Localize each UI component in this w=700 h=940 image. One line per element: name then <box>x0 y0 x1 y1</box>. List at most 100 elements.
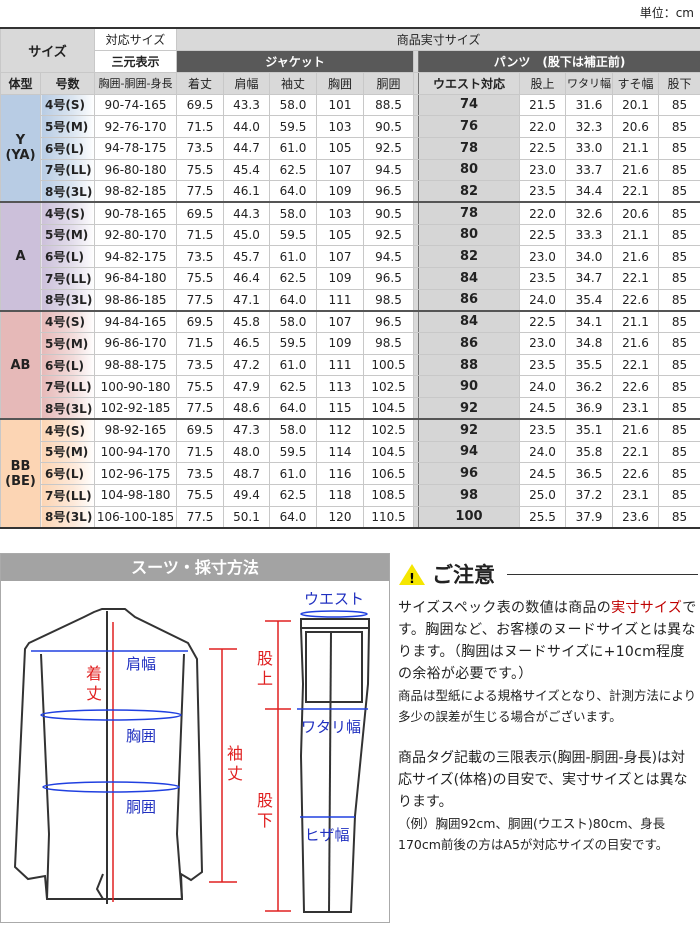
jacket-waist-cell: 104.5 <box>363 397 414 420</box>
sangen-size-cell: 98-88-175 <box>94 353 177 377</box>
column-header: 着丈 <box>176 71 224 95</box>
inseam-cell: 85 <box>657 245 700 268</box>
jacket-chest-cell: 109 <box>316 267 364 290</box>
hem-width-cell: 22.1 <box>612 440 659 464</box>
diagram-title: スーツ・採寸方法 <box>1 554 389 581</box>
pants-waist-cell: 78 <box>418 201 520 225</box>
label-kitake-2: 丈 <box>86 684 102 703</box>
size-number-cell: 8号(3L) <box>40 397 95 420</box>
jacket-chest-cell: 115 <box>316 397 364 420</box>
jacket-chest-cell: 114 <box>316 440 364 464</box>
table-row: 5号(M) 100-94-170 71.5 48.0 59.5 114 104.5 94 24.… <box>1 440 700 464</box>
jacket-length-cell: 77.5 <box>176 505 224 529</box>
sleeve-length-cell: 59.5 <box>269 115 317 138</box>
thigh-width-cell: 35.1 <box>565 418 613 442</box>
thigh-width-cell: 34.4 <box>565 180 613 203</box>
body-type: Y <box>15 132 26 148</box>
body-type-cell: AB <box>0 309 41 420</box>
inseam-cell: 85 <box>657 332 700 355</box>
sleeve-length-cell: 59.5 <box>269 440 317 464</box>
table-row: 8号(3L) 102-92-185 77.5 48.6 64.0 115 104.5 92 24… <box>1 397 700 420</box>
hem-width-cell: 21.1 <box>612 309 659 334</box>
rise-cell: 23.5 <box>519 180 566 203</box>
jacket-length-cell: 73.5 <box>176 353 224 377</box>
warning-icon: ! <box>399 564 425 586</box>
header-sangen: 三元表示 <box>94 49 177 73</box>
hem-width-cell: 20.1 <box>612 93 659 117</box>
pants-waist-cell: 76 <box>418 115 520 138</box>
pants-waist-cell: 80 <box>418 223 520 247</box>
hem-width-cell: 21.6 <box>612 158 659 182</box>
jacket-waist-cell: 92.5 <box>363 223 414 247</box>
thigh-width-cell: 37.2 <box>565 483 613 507</box>
size-number-cell: 7号(LL) <box>40 483 95 507</box>
jacket-chest-cell: 107 <box>316 245 364 268</box>
thigh-width-cell: 34.8 <box>565 332 613 355</box>
pants-waist-cell: 86 <box>418 332 520 355</box>
table-row: 7号(LL) 104-98-180 75.5 49.4 62.5 118 108.5 98 25… <box>1 483 700 507</box>
jacket-length-cell: 75.5 <box>176 375 224 399</box>
sangen-size-cell: 104-98-180 <box>94 483 177 507</box>
pants-waist-cell: 82 <box>418 245 520 268</box>
label-matashita-2: 下 <box>257 811 273 830</box>
body-type: BB <box>10 458 31 474</box>
pants-waist-cell: 74 <box>418 93 520 117</box>
shoulder-width-cell: 45.8 <box>223 309 270 334</box>
hem-width-cell: 23.6 <box>612 505 659 529</box>
jacket-length-cell: 71.5 <box>176 332 224 355</box>
table-row: 7号(LL) 96-80-180 75.5 45.4 62.5 107 94.5 80 23.0… <box>1 158 700 182</box>
shoulder-width-cell: 50.1 <box>223 505 270 529</box>
thigh-width-cell: 36.9 <box>565 397 613 420</box>
size-number-cell: 7号(LL) <box>40 158 95 182</box>
jacket-waist-cell: 110.5 <box>363 505 414 529</box>
header-jacket: ジャケット <box>176 49 414 73</box>
jacket-chest-cell: 120 <box>316 505 364 529</box>
jacket-waist-cell: 102.5 <box>363 375 414 399</box>
table-row: 7号(LL) 100-90-180 75.5 47.9 62.5 113 102.5 90 24… <box>1 375 700 399</box>
pants-waist-cell: 92 <box>418 418 520 442</box>
jacket-chest-cell: 107 <box>316 309 364 334</box>
shoulder-width-cell: 48.7 <box>223 462 270 485</box>
thigh-width-cell: 33.3 <box>565 223 613 247</box>
jacket-length-cell: 77.5 <box>176 180 224 203</box>
hem-width-cell: 21.6 <box>612 418 659 442</box>
thigh-width-cell: 35.5 <box>565 353 613 377</box>
table-row: 6号(L) 94-82-175 73.5 45.7 61.0 107 94.5 82 23.0 3… <box>1 245 700 268</box>
hem-width-cell: 23.1 <box>612 397 659 420</box>
header-pants: パンツ (股下は補正前) <box>417 49 700 73</box>
rise-cell: 24.5 <box>519 397 566 420</box>
label-matagami-1: 股 <box>257 649 273 668</box>
sangen-size-cell: 96-86-170 <box>94 332 177 355</box>
body-type-cell: BB (BE) <box>0 418 41 529</box>
sangen-size-cell: 100-94-170 <box>94 440 177 464</box>
sangen-size-cell: 94-82-175 <box>94 245 177 268</box>
table-row: Y (YA) 4号(S) 90-74-165 69.5 43.3 58.0 101 88.5 74… <box>0 93 700 203</box>
jacket-length-cell: 69.5 <box>176 93 224 117</box>
table-row: 7号(LL) 96-84-180 75.5 46.4 62.5 109 96.5 84 23.5… <box>1 267 700 290</box>
sleeve-length-cell: 64.0 <box>269 397 317 420</box>
size-number-cell: 6号(L) <box>40 136 95 160</box>
jacket-chest-cell: 103 <box>316 115 364 138</box>
jacket-waist-cell: 100.5 <box>363 353 414 377</box>
jacket-length-cell: 73.5 <box>176 136 224 160</box>
jacket-waist-cell: 108.5 <box>363 483 414 507</box>
body-type-cell: Y (YA) <box>0 93 41 203</box>
red-measure-lines <box>112 620 291 912</box>
jacket-waist-cell: 98.5 <box>363 288 414 312</box>
sleeve-length-cell: 61.0 <box>269 245 317 268</box>
rise-cell: 23.0 <box>519 158 566 182</box>
thigh-width-cell: 36.2 <box>565 375 613 399</box>
size-number-cell: 5号(M) <box>40 223 95 247</box>
sleeve-length-cell: 61.0 <box>269 136 317 160</box>
label-watari: ワタリ幅 <box>301 718 361 736</box>
sangen-size-cell: 90-78-165 <box>94 201 177 225</box>
jacket-chest-cell: 111 <box>316 353 364 377</box>
pants-waist-cell: 100 <box>418 505 520 529</box>
jacket-waist-cell: 102.5 <box>363 418 414 442</box>
column-header: 胸囲-胴囲-身長 <box>94 71 177 95</box>
size-number-cell: 6号(L) <box>40 353 95 377</box>
rise-cell: 22.5 <box>519 136 566 160</box>
pants-outline <box>299 618 370 913</box>
hem-width-cell: 23.1 <box>612 483 659 507</box>
sleeve-length-cell: 64.0 <box>269 180 317 203</box>
